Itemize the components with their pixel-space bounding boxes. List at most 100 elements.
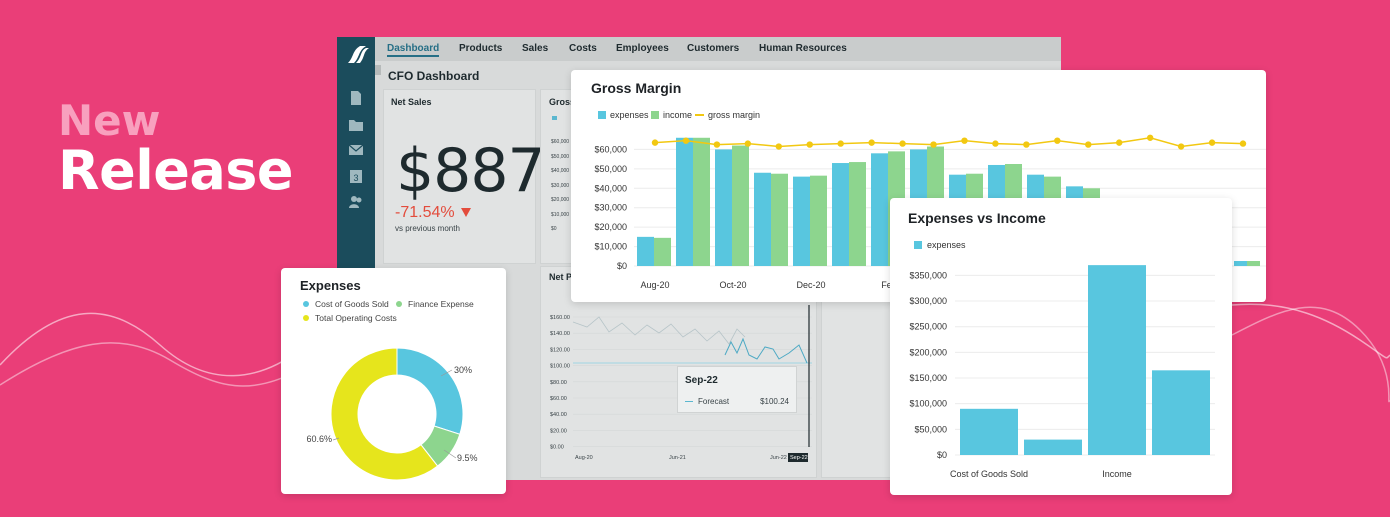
forecast-line-icon (685, 401, 693, 402)
x-tick-label: Sep-22 (790, 455, 808, 461)
gross-margin-point (1054, 137, 1061, 144)
y-tick-label: $0 (937, 450, 947, 460)
legend-dot (303, 315, 309, 321)
legend-label: Finance Expense (408, 299, 474, 309)
top-nav: Dashboard Products Sales Costs Employees… (375, 37, 1061, 61)
x-tick-label: Dec-20 (796, 280, 825, 290)
y-tick-label: $20.00 (550, 428, 567, 434)
gross-margin-point (1177, 143, 1185, 150)
tooltip-label: Forecast (698, 397, 730, 406)
y-tick-label: $20,000 (551, 197, 570, 203)
tab-products[interactable]: Products (459, 43, 503, 54)
slice-leader-line (332, 437, 340, 441)
net-sales-change-text: -71.54% (395, 204, 455, 221)
y-tick-label: $0 (617, 261, 627, 271)
gross-margin-point (961, 137, 968, 144)
gross-margin-point (930, 141, 937, 148)
legend-swatch (552, 116, 557, 120)
gross-margin-title: Gross Margin (591, 80, 682, 96)
tab-employees[interactable]: Employees (616, 43, 669, 54)
donut-slice (396, 347, 464, 435)
x-tick-label: Aug-20 (575, 455, 593, 461)
y-tick-label: $50,000 (594, 164, 627, 174)
users-icon[interactable] (348, 194, 364, 210)
bar-expenses (871, 153, 888, 266)
bar-expenses (715, 149, 732, 266)
document-icon[interactable] (348, 90, 364, 106)
net-sales-value: $887 (396, 136, 546, 206)
calendar-icon[interactable]: 3 (348, 168, 364, 184)
y-tick-label: $0 (551, 226, 557, 232)
expenses-vs-income-chart: expenses $350,000 $300,000 $250,000 $200,000… (909, 240, 1215, 479)
tab-dashboard[interactable]: Dashboard (387, 43, 440, 57)
y-tick-label: $80.00 (550, 380, 567, 386)
bar-expenses (1152, 370, 1210, 455)
bar-income (810, 175, 827, 266)
y-tick-label: $120.00 (550, 347, 570, 353)
gross-margin-point (806, 141, 813, 148)
legend-label-expenses: expenses (610, 110, 649, 120)
x-tick-label: Cost of Goods Sold (950, 469, 1028, 479)
mail-icon[interactable] (348, 142, 364, 158)
gross-margin-point (1208, 139, 1216, 146)
expenses-vs-income-card: Expenses vs Income expenses $350,000 $300,… (890, 198, 1232, 495)
y-tick-label: $40.00 (550, 412, 567, 418)
bar-income (1247, 261, 1260, 266)
bar-income (771, 173, 788, 266)
bar-expenses (793, 176, 810, 266)
bar-expenses (1088, 265, 1146, 455)
tab-sales[interactable]: Sales (522, 43, 549, 54)
expenses-card: Expenses Cost of Goods Sold Finance Expen… (281, 268, 506, 494)
gross-margin-point (651, 139, 659, 146)
y-tick-label: $200,000 (909, 347, 947, 357)
slice-leader-line (440, 369, 453, 377)
y-tick-label: $150,000 (909, 373, 947, 383)
gross-margin-point (1146, 134, 1154, 141)
net-sales-title: Net Sales (391, 97, 432, 107)
bar-expenses (960, 408, 1018, 455)
y-tick-label: $250,000 (909, 322, 947, 332)
y-tick-label: $100.00 (550, 364, 570, 370)
tab-human-resources[interactable]: Human Resources (759, 43, 847, 54)
headline-new: New (58, 96, 161, 145)
expenses-vs-income-title: Expenses vs Income (908, 210, 1046, 226)
gross-margin-point (744, 140, 752, 147)
gross-margin-line (654, 137, 1244, 148)
y-tick-label: $30,000 (551, 182, 570, 189)
gross-margin-panel-title: Gross (549, 97, 576, 107)
tab-costs[interactable]: Costs (569, 43, 597, 54)
expand-arrow-icon[interactable] (375, 65, 381, 75)
triangle-down-icon (461, 208, 472, 217)
legend-label-expenses: expenses (927, 240, 966, 250)
legend-swatch-expenses (598, 111, 606, 119)
folder-icon[interactable] (348, 117, 364, 133)
bar-expenses (676, 137, 693, 266)
bar-expenses (754, 172, 771, 266)
net-profit-line (572, 316, 746, 345)
y-tick-label: $20,000 (594, 222, 627, 232)
x-tick-label: Oct-20 (719, 280, 746, 290)
legend-dot (303, 301, 309, 307)
bar-income (849, 162, 866, 266)
logo-icon (348, 46, 369, 63)
y-tick-label: $50,000 (551, 153, 570, 160)
bar-income (654, 237, 671, 266)
y-tick-label: $350,000 (909, 270, 947, 280)
y-tick-label: $40,000 (551, 168, 570, 174)
bar-expenses (1024, 439, 1082, 455)
y-tick-label: $100,000 (909, 399, 947, 409)
tab-customers[interactable]: Customers (687, 43, 740, 54)
y-tick-label: $60,000 (551, 139, 570, 145)
gross-margin-point (775, 143, 782, 150)
bar-expenses (637, 236, 654, 266)
x-tick-label: Income (1102, 469, 1132, 479)
forecast-line (724, 337, 808, 364)
bar-expenses (832, 163, 849, 266)
y-tick-label: $60.00 (550, 396, 567, 402)
y-tick-label: $160.00 (550, 315, 570, 321)
y-tick-label: $0.00 (550, 445, 564, 451)
x-tick-label: Jun-22 (770, 455, 787, 461)
gross-margin-point (713, 141, 721, 148)
legend-label: Cost of Goods Sold (315, 299, 389, 309)
